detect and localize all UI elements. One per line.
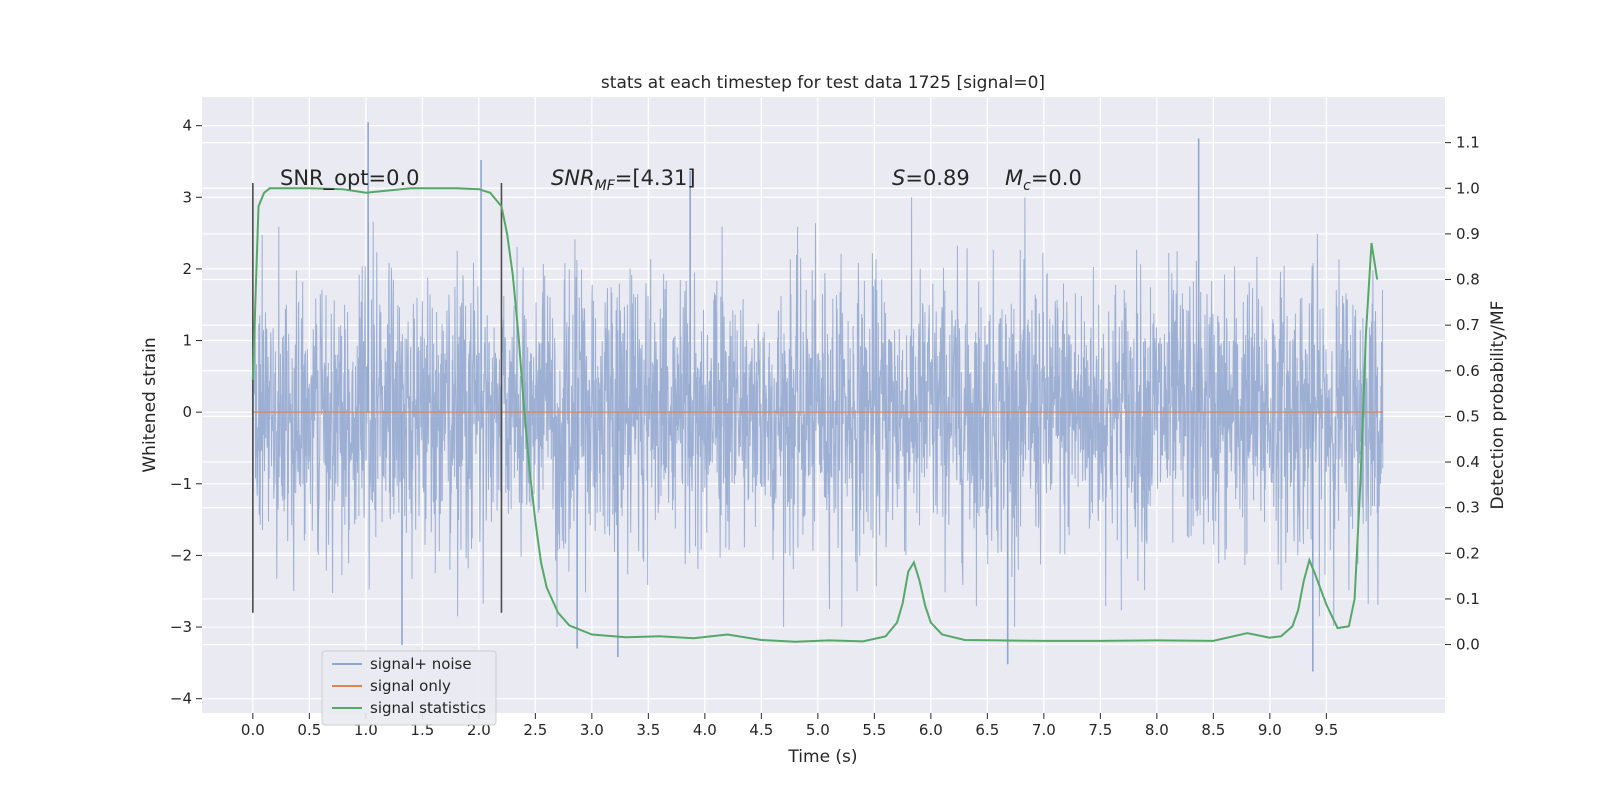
s-main: S bbox=[892, 166, 905, 190]
x-tick-label: 9.5 bbox=[1314, 721, 1338, 739]
x-tick-label: 8.5 bbox=[1201, 721, 1225, 739]
mc-annotation: Mc=0.0 bbox=[1005, 166, 1082, 194]
legend: signal+ noise signal only signal statist… bbox=[321, 650, 497, 726]
y2-axis-label: Detection probability/MF bbox=[1488, 301, 1508, 510]
snr-mf-value: =[4.31] bbox=[615, 166, 696, 190]
y2-tick-label: 0.4 bbox=[1456, 453, 1480, 471]
y2-tick-label: 0.8 bbox=[1456, 271, 1480, 289]
x-tick-label: 9.0 bbox=[1258, 721, 1282, 739]
legend-label-signal-statistics: signal statistics bbox=[370, 699, 486, 717]
mc-sub: c bbox=[1023, 178, 1031, 194]
x-tick-label: 3.5 bbox=[636, 721, 660, 739]
legend-label-signal-noise: signal+ noise bbox=[370, 655, 472, 673]
s-value: =0.89 bbox=[905, 166, 969, 190]
strain-trace bbox=[252, 197, 1384, 628]
y2-tick-label: 0.3 bbox=[1456, 499, 1480, 517]
x-tick-label: 5.0 bbox=[806, 721, 830, 739]
x-tick-label: 8.0 bbox=[1145, 721, 1169, 739]
x-tick-label: 7.5 bbox=[1088, 721, 1112, 739]
y2-tick-label: 1.1 bbox=[1456, 134, 1480, 152]
snr-mf-main: SNR bbox=[551, 166, 595, 190]
y-tick-label: 2 bbox=[182, 260, 192, 278]
snr-opt-annotation: SNR_opt=0.0 bbox=[280, 166, 420, 191]
y-tick-label: −1 bbox=[170, 475, 192, 493]
y-tick-label: −4 bbox=[170, 690, 192, 708]
x-tick-label: 7.0 bbox=[1032, 721, 1056, 739]
y-tick-label: 0 bbox=[182, 403, 192, 421]
mc-main: M bbox=[1005, 166, 1023, 190]
x-tick-label: 5.5 bbox=[862, 721, 886, 739]
y-tick-label: −3 bbox=[170, 618, 192, 636]
window-markers bbox=[252, 182, 503, 613]
y2-tick-label: 0.7 bbox=[1456, 316, 1480, 334]
y2-tick-label: 1.0 bbox=[1456, 179, 1480, 197]
signal-statistics-line bbox=[251, 187, 1379, 643]
snr-mf-sub: MF bbox=[595, 178, 616, 194]
chart-title: stats at each timestep for test data 172… bbox=[601, 73, 1045, 93]
x-axis-label: Time (s) bbox=[787, 747, 857, 767]
y2-tick-label: 0.6 bbox=[1456, 362, 1480, 380]
legend-box bbox=[321, 650, 497, 726]
y-ticks: 4 3 2 1 0 −1 −2 −3 −4 bbox=[170, 117, 202, 708]
snr-mf-annotation: SNRMF=[4.31] bbox=[551, 166, 696, 194]
x-tick-label: 6.5 bbox=[975, 721, 999, 739]
y2-tick-label: 0.0 bbox=[1456, 636, 1480, 654]
strain-series bbox=[252, 122, 1384, 672]
y-tick-label: 1 bbox=[182, 332, 192, 350]
x-tick-label: 4.0 bbox=[693, 721, 717, 739]
y2-tick-label: 0.1 bbox=[1456, 590, 1480, 608]
s-annotation: S=0.89 bbox=[892, 166, 970, 190]
y2-tick-label: 0.5 bbox=[1456, 407, 1480, 425]
x-tick-label: 2.5 bbox=[523, 721, 547, 739]
mc-value: =0.0 bbox=[1031, 166, 1082, 190]
y-tick-label: 4 bbox=[182, 117, 192, 135]
x-tick-label: 3.0 bbox=[580, 721, 604, 739]
x-tick-label: 0.0 bbox=[241, 721, 265, 739]
x-tick-label: 0.5 bbox=[297, 721, 321, 739]
y2-tick-label: 0.2 bbox=[1456, 544, 1480, 562]
x-tick-label: 4.5 bbox=[749, 721, 773, 739]
y-axis-label: Whitened strain bbox=[140, 337, 160, 472]
x-tick-label: 6.0 bbox=[919, 721, 943, 739]
y2-ticks: 1.1 1.0 0.9 0.8 0.7 0.6 0.5 0.4 0.3 0.2 0.1 0.0 bbox=[1445, 134, 1480, 654]
y-tick-label: 3 bbox=[182, 188, 192, 206]
y-tick-label: −2 bbox=[170, 546, 192, 564]
legend-label-signal-only: signal only bbox=[370, 677, 451, 695]
y2-tick-label: 0.9 bbox=[1456, 225, 1480, 243]
